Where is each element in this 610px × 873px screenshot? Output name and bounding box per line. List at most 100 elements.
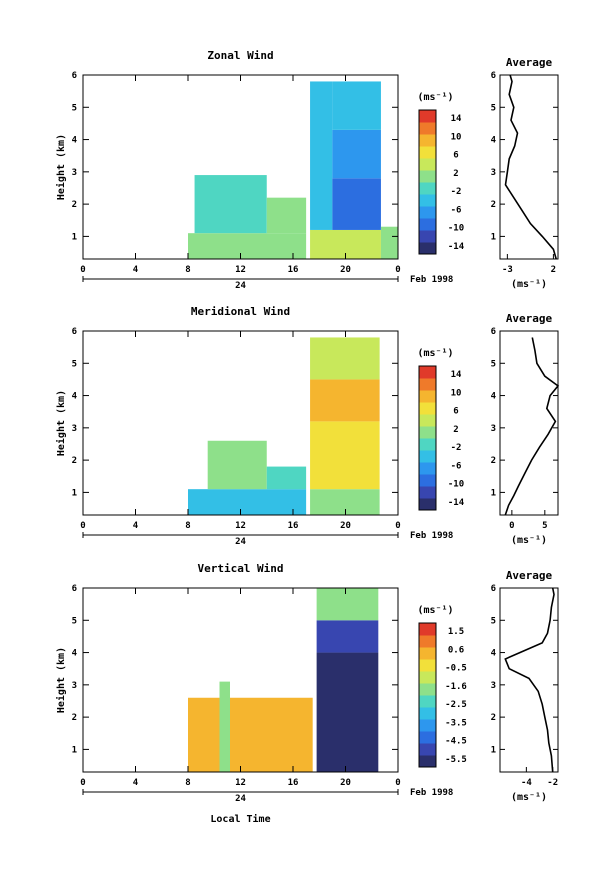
y-tick-label: 6 (72, 71, 77, 81)
colorbar-tick-label: 10 (451, 388, 462, 398)
colorbar-swatch (419, 218, 436, 231)
x-tick-label: 0 (395, 521, 400, 531)
y-tick-label: 3 (72, 424, 77, 434)
colorbar-swatch (419, 414, 436, 427)
avg-y-tick-label: 1 (491, 745, 496, 755)
colorbar-tick-label: 14 (451, 114, 462, 124)
colorbar-swatch (419, 426, 436, 439)
y-axis-label: Height (km) (55, 647, 67, 713)
x-tick-label: 16 (288, 265, 299, 275)
colorbar-tick-label: 6 (453, 151, 458, 161)
avg-x-tick-label: -3 (502, 265, 513, 275)
y-axis-label: Height (km) (55, 134, 67, 200)
colorbar-swatch (419, 366, 436, 379)
colorbar-tick-label: -6 (451, 461, 462, 471)
heatmap-cell-3 (316, 620, 379, 653)
heatmap-cell-2 (316, 652, 379, 772)
colorbar-swatch (419, 695, 436, 708)
heatmap-cell-5 (332, 178, 381, 230)
date-label: Feb 1998 (410, 788, 453, 798)
avg-y-tick-label: 2 (491, 713, 496, 723)
heatmap-cell-2 (266, 197, 307, 234)
colorbar-tick-label: 14 (451, 370, 462, 380)
avg-y-tick-label: 3 (491, 681, 496, 691)
colorbar-swatch (419, 146, 436, 159)
colorbar-frame (418, 365, 437, 511)
y-tick-label: 6 (72, 327, 77, 337)
colorbar-swatch (419, 230, 436, 243)
avg-x-tick-label: 2 (551, 265, 556, 275)
heatmap-cell-1 (207, 440, 267, 490)
avg-y-tick-label: 6 (491, 327, 496, 337)
x-tick-label: 8 (185, 778, 190, 788)
x-tick-label: 4 (133, 521, 139, 531)
y-tick-label: 2 (72, 200, 77, 210)
colorbar-tick-label: -10 (448, 224, 464, 234)
avg-y-tick-label: 3 (491, 168, 496, 178)
colorbar-tick-label: -14 (448, 242, 465, 252)
colorbar-swatch (419, 635, 436, 648)
x-tick-label: 0 (80, 521, 85, 531)
colorbar-tick-label: -10 (448, 480, 464, 490)
day-label: 24 (235, 794, 246, 804)
heatmap-cell-5 (310, 379, 380, 422)
colorbar-swatch (419, 206, 436, 219)
x-tick-label: 12 (235, 778, 246, 788)
y-tick-label: 3 (72, 681, 77, 691)
colorbar-swatch (419, 707, 436, 720)
avg-y-tick-label: 5 (491, 103, 496, 113)
x-tick-label: 8 (185, 265, 190, 275)
colorbar-swatch (419, 194, 436, 207)
heatmap-cell-1 (194, 175, 267, 234)
avg-y-tick-label: 3 (491, 424, 496, 434)
colorbar-tick-label: -14 (448, 498, 465, 508)
colorbar-tick-label: 0.6 (448, 645, 464, 655)
colorbar-unit: (ms⁻¹) (417, 92, 453, 103)
colorbar-swatch (419, 158, 436, 171)
avg-y-tick-label: 1 (491, 232, 496, 242)
y-axis-label: Height (km) (55, 390, 67, 456)
heatmap-cell-3 (310, 489, 380, 515)
colorbar-swatch (419, 134, 436, 147)
avg-y-tick-label: 4 (491, 649, 497, 659)
average-profile-line (504, 74, 557, 260)
y-tick-label: 4 (72, 392, 78, 402)
colorbar-swatch (419, 122, 436, 135)
colorbar-swatch (419, 671, 436, 684)
colorbar-swatch (419, 623, 436, 636)
colorbar-tick-label: 1.5 (448, 627, 464, 637)
day-label: 24 (235, 281, 246, 291)
x-tick-label: 0 (395, 778, 400, 788)
colorbar-tick-label: 2 (453, 169, 458, 179)
avg-y-tick-label: 6 (491, 71, 496, 81)
x-tick-label: 0 (80, 265, 85, 275)
average-title: Average (506, 569, 553, 582)
colorbar-tick-label: -6 (451, 205, 462, 215)
x-tick-label: 20 (340, 265, 351, 275)
heatmap-cell-4 (310, 421, 380, 490)
heatmap-cell-6 (310, 337, 380, 380)
y-tick-label: 1 (72, 232, 77, 242)
average-frame (499, 74, 559, 260)
colorbar-tick-label: 10 (451, 132, 462, 142)
avg-x-tick-label: -4 (521, 778, 532, 788)
heatmap-cell-0 (188, 233, 307, 259)
colorbar-swatch (419, 474, 436, 487)
colorbar-swatch (419, 486, 436, 499)
avg-y-tick-label: 5 (491, 616, 496, 626)
y-tick-label: 1 (72, 745, 77, 755)
colorbar-swatch (419, 755, 436, 768)
heatmap-cell-6 (332, 129, 381, 179)
x-tick-label: 4 (133, 265, 139, 275)
average-frame (499, 587, 559, 773)
colorbar-tick-label: -2 (451, 443, 462, 453)
y-tick-label: 4 (72, 649, 78, 659)
colorbar-frame (418, 109, 437, 255)
colorbar-unit: (ms⁻¹) (417, 348, 453, 359)
day-label: 24 (235, 537, 246, 547)
colorbar-swatch (419, 719, 436, 732)
colorbar-frame (418, 622, 437, 768)
colorbar-swatch (419, 647, 436, 660)
